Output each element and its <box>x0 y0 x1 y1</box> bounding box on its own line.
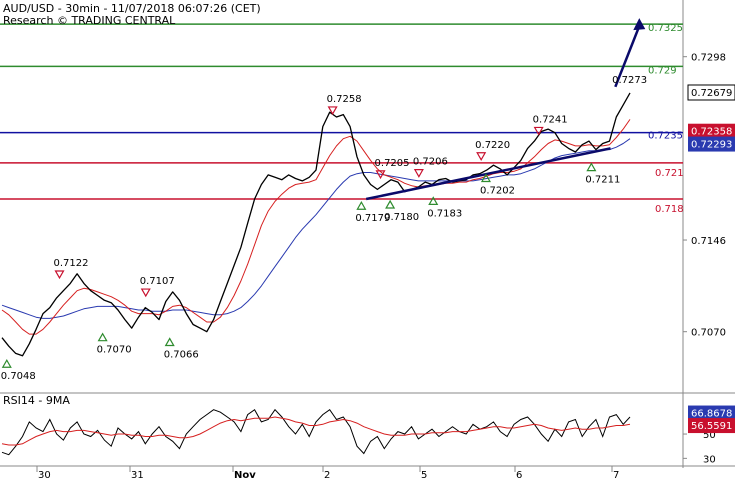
support-trendline <box>365 147 611 201</box>
marker-low-icon <box>428 196 439 205</box>
forecast-arrow-head <box>633 18 646 31</box>
current-price-box <box>687 84 735 101</box>
forecast-arrow-shaft <box>614 25 641 88</box>
level-value-label: 0.729 <box>648 65 677 76</box>
y-tick-label: 0.7070 <box>691 328 726 339</box>
marker-label: 0.7048 <box>1 371 36 382</box>
marker-low-icon <box>164 337 175 347</box>
marker-label: 0.7070 <box>97 345 132 356</box>
marker-high-icon <box>476 152 487 161</box>
rsi-value-label: 66.8678 <box>691 409 732 420</box>
marker-low-icon <box>97 332 108 342</box>
ma-slow-value-label: 0.72293 <box>691 140 732 151</box>
current-price-label: 0.72679 <box>691 88 732 99</box>
rsi-series-rsi-ma <box>1 416 631 446</box>
x-tick-label: 31 <box>131 470 144 480</box>
y-tick-label: 0.7146 <box>691 236 726 247</box>
marker-low-icon <box>356 201 367 210</box>
y-tick-label: 0.7298 <box>691 53 726 64</box>
rsi-tick-label: 30 <box>703 454 716 465</box>
marker-label: 0.7220 <box>475 140 510 151</box>
ma-slow-value-box <box>688 136 735 152</box>
marker-high-icon <box>413 169 424 178</box>
marker-label: 0.7206 <box>413 157 448 168</box>
x-tick-label: 30 <box>38 470 51 480</box>
marker-high-icon <box>375 170 386 180</box>
rsi-tick-label: 50 <box>703 430 716 441</box>
marker-label: 0.7258 <box>327 94 362 105</box>
marker-label: 0.7183 <box>427 208 462 219</box>
marker-label: 0.7179 <box>355 213 390 224</box>
rsi-panel-title: RSI14 - 9MA <box>3 394 70 407</box>
marker-label: 0.7107 <box>140 276 175 287</box>
rsi-value-label: 56.5591 <box>691 421 732 432</box>
x-tick-label: 2 <box>324 470 330 480</box>
rsi-value-box <box>688 418 735 434</box>
level-value-label: 0.718 <box>655 204 684 215</box>
marker-high-icon <box>533 126 544 136</box>
series-price <box>1 92 631 357</box>
marker-low-icon <box>586 162 597 172</box>
chart-title: AUD/USD - 30min - 11/07/2018 06:07:26 (C… <box>3 2 261 15</box>
marker-high-icon <box>140 288 151 298</box>
rsi-series-rsi <box>1 408 631 456</box>
chart-attribution: Research © TRADING CENTRAL <box>3 14 176 27</box>
marker-high-icon <box>327 106 338 116</box>
x-tick-label: 6 <box>516 470 522 480</box>
marker-label: 0.7122 <box>54 258 89 269</box>
level-value-label: 0.721 <box>655 168 684 179</box>
level-value-label: 0.7325 <box>648 23 683 34</box>
x-tick-label: 7 <box>613 470 619 480</box>
marker-low-icon <box>480 173 491 183</box>
marker-high-icon <box>54 270 65 280</box>
marker-label: 0.7205 <box>375 158 410 169</box>
marker-label: 0.7180 <box>384 212 419 223</box>
level-value-label: 0.7235 <box>648 131 683 142</box>
ma-fast-value-box <box>688 123 735 139</box>
marker-label: 0.7241 <box>533 114 568 125</box>
ma-fast-value-label: 0.72358 <box>691 127 732 138</box>
series-ma-slow <box>1 138 631 319</box>
x-tick-label: Nov <box>234 470 256 480</box>
marker-label: 0.7211 <box>585 175 620 186</box>
marker-label: 0.7273 <box>612 75 647 86</box>
marker-label: 0.7066 <box>164 350 199 361</box>
marker-low-icon <box>1 359 12 368</box>
marker-low-icon <box>385 199 396 209</box>
rsi-value-box <box>688 405 735 421</box>
marker-label: 0.7202 <box>480 185 515 196</box>
x-tick-label: 5 <box>421 470 427 480</box>
